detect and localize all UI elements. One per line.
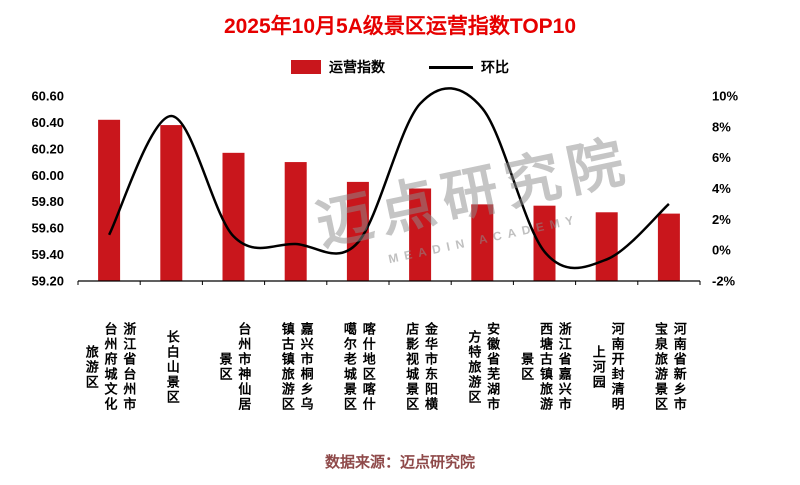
left-axis-tick-label: 60.60 (31, 89, 64, 104)
index-bar (533, 205, 556, 281)
data-source-note: 数据来源：迈点研究院 (324, 454, 475, 471)
bar-series-swatch-icon (291, 60, 321, 74)
right-axis-tick-label: 4% (712, 181, 731, 196)
index-bar (657, 213, 680, 281)
index-bar (284, 162, 307, 281)
legend-line-label: 环比 (481, 59, 509, 75)
index-bar (160, 125, 183, 281)
category-label: 浙江省台州市台州府城文化旅游区 (83, 322, 137, 412)
category-axis-labels: 浙江省台州市台州府城文化旅游区 长白山景区 台州市神仙居景区 嘉兴市桐乡乌镇古镇旅游区… (78, 293, 700, 441)
index-bar (595, 212, 618, 281)
chart-title: 2025年10月5A级景区运营指数TOP10 (223, 15, 577, 38)
index-bar (346, 181, 369, 281)
right-axis-tick-label: 2% (712, 212, 731, 227)
right-axis-tick-label: 0% (712, 243, 731, 258)
left-axis-tick-label: 60.00 (31, 168, 64, 183)
category-label: 河南开封清明上河园 (590, 322, 625, 412)
category-label: 台州市神仙居景区 (217, 322, 252, 412)
left-axis-tick-label: 60.40 (31, 115, 64, 130)
left-axis-tick-label: 59.20 (31, 274, 64, 289)
category-label: 长白山景区 (164, 329, 180, 405)
right-axis-tick-label: 8% (712, 119, 731, 134)
index-bar (471, 204, 494, 281)
left-axis-tick-label: 59.80 (31, 194, 64, 209)
right-axis-tick-label: 6% (712, 150, 731, 165)
mom-change-line (107, 87, 670, 270)
left-axis-tick-label: 60.20 (31, 141, 64, 156)
category-label: 安徽省芜湖市方特旅游区 (466, 322, 501, 412)
category-label: 河南省新乡市宝泉旅游景区 (652, 322, 687, 412)
index-bar (98, 119, 121, 282)
line-series-swatch-icon (429, 65, 473, 69)
chart-legend: 运营指数 环比 (0, 57, 800, 77)
left-axis-tick-label: 59.60 (31, 221, 64, 236)
category-label: 喀什地区喀什噶尔老城景区 (341, 322, 376, 412)
right-axis-tick-label: 10% (712, 89, 738, 104)
category-label: 金华市东阳横店影视城景区 (404, 322, 438, 412)
legend-bar-label: 运营指数 (329, 59, 385, 75)
category-label: 浙江省嘉兴市西塘古镇旅游景区 (519, 322, 572, 412)
index-bar (222, 152, 245, 281)
right-axis-tick-label: -2% (712, 274, 736, 289)
category-label: 嘉兴市桐乡乌镇古镇旅游区 (279, 322, 314, 412)
operation-index-combo-chart: 59.20 59.40 59.60 59.80 60.00 60.20 60.40 60.60… (31, 87, 738, 289)
legend-item-bar-series: 运营指数 (291, 57, 385, 77)
left-axis-tick-label: 59.40 (31, 247, 64, 262)
index-bar (409, 188, 432, 281)
legend-item-line-series: 环比 (429, 57, 509, 77)
